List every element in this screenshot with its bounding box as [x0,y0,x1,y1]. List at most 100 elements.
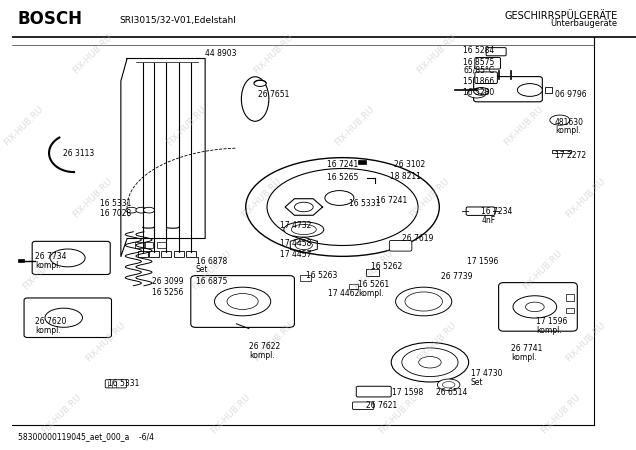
Bar [546,87,551,93]
FancyBboxPatch shape [191,275,294,328]
Text: FIX-HUB.RU: FIX-HUB.RU [565,320,607,364]
Text: 16 5331: 16 5331 [349,199,380,208]
FancyArrow shape [18,259,24,262]
Text: SRI3015/32-V01,Edelstahl: SRI3015/32-V01,Edelstahl [119,16,236,25]
Text: 16 6875: 16 6875 [196,277,227,286]
Bar [349,284,358,289]
Bar [552,150,571,153]
Text: FIX-HUB.RU: FIX-HUB.RU [71,176,114,220]
Text: 26 7651: 26 7651 [258,90,289,99]
Ellipse shape [405,292,443,311]
Text: FIX-HUB.RU: FIX-HUB.RU [3,104,46,148]
Ellipse shape [474,88,488,95]
Bar [135,242,144,248]
Text: 17 4730: 17 4730 [471,369,502,378]
Text: 16 7241: 16 7241 [376,196,407,205]
FancyBboxPatch shape [486,48,506,56]
Bar [157,242,166,248]
Text: 06 9796: 06 9796 [555,90,586,99]
Bar [358,160,366,164]
Text: 26 3113: 26 3113 [63,148,94,157]
Text: 26 6514: 26 6514 [436,388,467,397]
Text: 26 7620: 26 7620 [36,317,67,326]
Text: 16 7028: 16 7028 [100,209,131,218]
FancyBboxPatch shape [475,72,497,84]
Ellipse shape [517,84,543,96]
Text: FIX-HUB.RU: FIX-HUB.RU [502,104,545,148]
Text: FIX-HUB.RU: FIX-HUB.RU [40,392,83,436]
Text: 17 1596: 17 1596 [536,317,567,326]
Text: 16 5265: 16 5265 [327,173,358,182]
Text: 65/85°C: 65/85°C [463,65,494,74]
Text: FIX-HUB.RU: FIX-HUB.RU [352,248,395,292]
FancyBboxPatch shape [105,380,127,388]
Ellipse shape [214,287,271,316]
Text: 26 7734: 26 7734 [36,252,67,261]
Text: 16 7241: 16 7241 [327,160,358,169]
Ellipse shape [291,225,316,234]
Text: FIX-HUB.RU: FIX-HUB.RU [539,392,583,436]
Text: 16 5261: 16 5261 [358,280,389,289]
Bar [300,275,311,281]
Bar [566,294,574,301]
Text: 26 7739: 26 7739 [441,272,473,281]
Text: FIX-HUB.RU: FIX-HUB.RU [377,392,420,436]
Ellipse shape [284,222,324,237]
Ellipse shape [45,308,83,327]
Ellipse shape [396,287,452,316]
Ellipse shape [50,249,85,267]
Text: 26 3099: 26 3099 [152,277,184,286]
Ellipse shape [126,207,137,213]
Text: FIX-HUB.RU: FIX-HUB.RU [84,320,127,364]
Text: 16 5280: 16 5280 [463,88,494,97]
Bar [566,309,574,313]
Text: 26 7741: 26 7741 [511,344,543,353]
Text: kompl.: kompl. [536,326,562,335]
Ellipse shape [294,202,313,212]
Text: FIX-HUB.RU: FIX-HUB.RU [415,320,458,364]
Ellipse shape [391,342,469,382]
Text: 16 5262: 16 5262 [371,262,402,271]
FancyBboxPatch shape [356,386,391,397]
FancyBboxPatch shape [499,283,577,331]
Ellipse shape [550,115,570,125]
Text: FIX-HUB.RU: FIX-HUB.RU [165,104,208,148]
Text: BOSCH: BOSCH [18,10,83,28]
Text: FIX-HUB.RU: FIX-HUB.RU [565,176,607,220]
Text: 17 4462: 17 4462 [328,289,359,298]
Text: FIX-HUB.RU: FIX-HUB.RU [22,248,64,292]
Text: Unterbaugeräte: Unterbaugeräte [550,19,618,28]
Text: 17 1596: 17 1596 [467,257,499,266]
Text: 17 4732: 17 4732 [280,220,312,230]
Text: 26 7619: 26 7619 [402,234,433,243]
Text: 17 2272: 17 2272 [555,151,586,160]
Ellipse shape [443,382,455,388]
Ellipse shape [254,80,266,86]
FancyBboxPatch shape [475,58,501,69]
Bar [162,251,172,257]
Ellipse shape [513,296,556,318]
Text: 18 8211: 18 8211 [390,172,421,181]
Text: FIX-HUB.RU: FIX-HUB.RU [521,248,563,292]
Text: FIX-HUB.RU: FIX-HUB.RU [240,176,283,220]
Text: 15 1866: 15 1866 [463,76,494,86]
Text: 16 6878: 16 6878 [196,256,227,266]
Ellipse shape [467,88,486,98]
Text: FIX-HUB.RU: FIX-HUB.RU [252,320,295,364]
Ellipse shape [438,379,460,391]
Text: FIX-HUB.RU: FIX-HUB.RU [333,104,377,148]
Ellipse shape [402,348,458,377]
Text: 16 5284: 16 5284 [463,46,494,55]
Text: kompl.: kompl. [36,326,61,335]
Text: Set: Set [471,378,483,387]
Text: 16 8575: 16 8575 [463,58,494,67]
Text: 17 4457: 17 4457 [280,250,312,259]
Text: 481630: 481630 [555,118,584,127]
Ellipse shape [245,158,439,256]
FancyBboxPatch shape [24,298,111,338]
Text: kompl.: kompl. [36,261,61,270]
Text: 16 5263: 16 5263 [307,271,338,280]
Text: 26 3102: 26 3102 [394,160,425,169]
Text: 58300000119045_aet_000_a    -6/4: 58300000119045_aet_000_a -6/4 [18,432,154,441]
FancyBboxPatch shape [32,241,110,274]
